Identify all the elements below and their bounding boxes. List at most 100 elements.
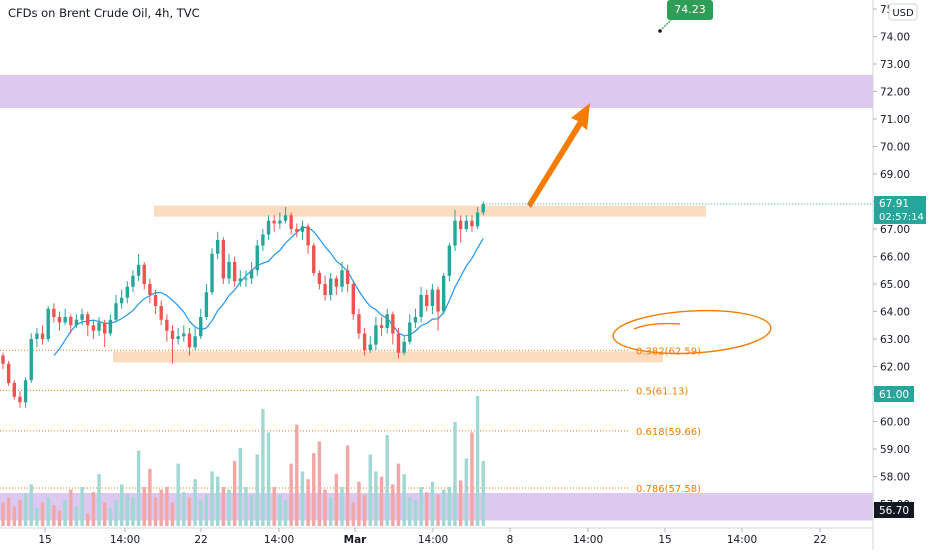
volume-bar bbox=[475, 396, 480, 526]
candle-body bbox=[63, 317, 67, 323]
candle-body bbox=[199, 317, 203, 337]
volume-bar bbox=[312, 453, 316, 526]
volume-bar bbox=[204, 494, 209, 526]
volume-bar bbox=[131, 497, 135, 526]
ma-price-badge bbox=[874, 386, 914, 402]
price-tick-label: 59.00 bbox=[880, 444, 910, 456]
volume-layer bbox=[1, 396, 485, 526]
candle-body bbox=[74, 319, 79, 326]
volume-bar bbox=[103, 502, 107, 526]
candle-body bbox=[345, 270, 350, 284]
candle-body bbox=[91, 325, 96, 331]
time-tick-label: 15 bbox=[658, 534, 671, 546]
volume-bar bbox=[40, 502, 45, 526]
candle-body bbox=[272, 220, 276, 224]
fib-label: 0.786(57.58) bbox=[636, 484, 701, 495]
volume-bar bbox=[52, 505, 56, 526]
candle-body bbox=[193, 336, 197, 348]
candle-body bbox=[295, 229, 299, 232]
candle-body bbox=[153, 295, 158, 306]
volume-bar bbox=[86, 513, 90, 526]
candle-body bbox=[142, 264, 146, 284]
candle-body bbox=[419, 295, 423, 317]
volume-bar bbox=[216, 476, 220, 526]
candle-body bbox=[436, 289, 440, 312]
price-axis[interactable]: 57.0058.0059.0060.0061.0062.0063.0064.00… bbox=[873, 4, 910, 511]
candle-body bbox=[357, 314, 361, 334]
candle-body bbox=[442, 275, 446, 312]
volume-bar bbox=[481, 461, 485, 526]
volume-bar bbox=[29, 484, 33, 526]
candle-body bbox=[334, 278, 339, 287]
volume-bar bbox=[142, 487, 146, 526]
candle-body bbox=[159, 306, 163, 320]
candle-body bbox=[227, 262, 231, 279]
candle-body bbox=[312, 245, 316, 273]
volume-bar bbox=[419, 487, 423, 526]
volume-bar bbox=[470, 432, 474, 526]
price-tick-label: 70.00 bbox=[880, 142, 910, 154]
drawings-layer: 74.23 bbox=[527, 0, 772, 355]
candle-body bbox=[46, 308, 50, 339]
price-tick-label: 71.00 bbox=[880, 114, 910, 126]
candle-body bbox=[329, 278, 333, 295]
volume-bar bbox=[232, 461, 237, 526]
volume-bar bbox=[136, 450, 141, 526]
time-tick-label: 14:00 bbox=[727, 534, 757, 546]
time-tick-label: 14:00 bbox=[573, 534, 603, 546]
price-tick-label: 73.00 bbox=[880, 59, 910, 71]
time-tick-label: 15 bbox=[38, 534, 51, 546]
candle-body bbox=[232, 262, 237, 282]
price-tick-label: 74.00 bbox=[880, 32, 910, 44]
volume-bar bbox=[23, 493, 28, 526]
candle-body bbox=[261, 234, 265, 246]
price-tick-label: 60.00 bbox=[880, 417, 910, 429]
volume-bar bbox=[447, 487, 452, 526]
time-tick-label: 22 bbox=[194, 534, 207, 546]
candle-body bbox=[86, 314, 90, 326]
volume-bar bbox=[63, 500, 67, 526]
volume-bar bbox=[391, 484, 395, 526]
volume-bar bbox=[368, 454, 372, 526]
time-tick-label: 14:00 bbox=[110, 534, 140, 546]
volume-bar bbox=[176, 463, 180, 526]
candle-body bbox=[425, 295, 429, 306]
candle-body bbox=[221, 240, 226, 279]
volume-bar bbox=[340, 487, 344, 526]
volume-bar bbox=[295, 424, 299, 526]
price-tick-label: 67.00 bbox=[880, 224, 910, 236]
volume-bar bbox=[170, 502, 175, 526]
volume-bar bbox=[379, 476, 384, 526]
countdown-text: 02:57:14 bbox=[879, 212, 924, 223]
volume-bar bbox=[442, 489, 446, 526]
price-tick-label: 65.00 bbox=[880, 279, 910, 291]
candle-body bbox=[470, 220, 474, 227]
chart-title: CFDs on Brent Crude Oil, 4h, TVC bbox=[8, 6, 200, 20]
volume-bar bbox=[108, 507, 113, 526]
candle-body bbox=[40, 333, 45, 339]
volume-bar bbox=[119, 484, 124, 526]
volume-bar bbox=[408, 497, 412, 526]
candle-body bbox=[278, 220, 282, 224]
zone-rect bbox=[154, 205, 706, 217]
time-axis[interactable]: 15 14:00 22 14:00 Mar 14:00 8 14:00 15 14:00 22 bbox=[38, 528, 827, 546]
volume-bar bbox=[148, 468, 152, 526]
candle-body bbox=[430, 289, 435, 306]
volume-bar bbox=[187, 497, 192, 526]
volume-bar bbox=[97, 474, 101, 526]
candle-body bbox=[57, 317, 62, 323]
candle-body bbox=[266, 220, 271, 235]
ellipse-tick bbox=[633, 322, 681, 330]
candle-body bbox=[306, 226, 310, 246]
currency-badge[interactable] bbox=[888, 3, 918, 21]
candle-body bbox=[323, 284, 327, 295]
volume-bar bbox=[1, 502, 5, 526]
volume-bar bbox=[199, 500, 203, 526]
fib-label: 0.382(62.59) bbox=[636, 346, 701, 357]
candle-body bbox=[238, 278, 242, 282]
candle-body bbox=[176, 336, 180, 339]
volume-bar bbox=[385, 435, 389, 526]
volume-bar bbox=[351, 502, 355, 526]
